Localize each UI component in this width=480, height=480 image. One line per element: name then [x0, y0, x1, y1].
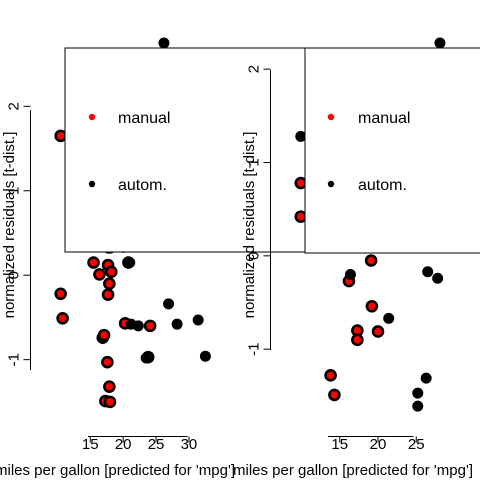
point-autom: [412, 387, 424, 399]
point-manual: [371, 325, 385, 338]
y-tick-label: 0: [246, 252, 263, 260]
legend-manual-label: manual: [118, 110, 170, 127]
x-tick-label: 30: [181, 436, 198, 453]
y-tick-label: 2: [246, 65, 263, 73]
legend-manual-marker: [88, 113, 96, 121]
point-autom: [344, 269, 356, 281]
legend-autom-label: autom.: [358, 177, 407, 194]
point-manual: [54, 129, 67, 143]
y-ticks-right: -1 0 1 2: [246, 65, 271, 356]
legend-right: manual autom.: [304, 47, 480, 254]
point-manual: [103, 380, 116, 393]
y-tick-label: 1: [6, 187, 23, 195]
point-autom: [422, 266, 434, 278]
x-tick-label: 25: [148, 436, 165, 453]
point-autom: [412, 400, 424, 412]
x-ticks-right: 15 20 25: [331, 436, 424, 453]
point-manual: [93, 268, 106, 281]
point-manual: [103, 277, 116, 290]
x-axis-label-right: miles per gallon [predicted for 'mpg']: [233, 462, 473, 479]
point-autom: [124, 257, 136, 269]
point-manual: [101, 288, 115, 301]
y-tick-label: -1: [6, 353, 23, 366]
point-manual: [103, 395, 117, 409]
y-axis-label-right: normalized residuals [t-dist.]: [241, 132, 258, 319]
point-manual: [324, 369, 337, 382]
point-manual: [105, 265, 118, 279]
x-tick-label: 25: [408, 436, 425, 453]
legend-manual-marker: [327, 113, 335, 121]
y-tick-label: 0: [6, 271, 23, 279]
point-autom: [432, 272, 444, 284]
point-autom: [295, 130, 307, 142]
x-tick-label: 20: [370, 436, 387, 453]
legend-manual-label: manual: [358, 110, 410, 127]
legend-autom-marker: [327, 180, 335, 188]
point-manual: [364, 254, 378, 267]
x-tick-label: 20: [115, 436, 132, 453]
points-right: [294, 37, 446, 412]
point-manual: [143, 319, 157, 333]
point-autom: [420, 372, 432, 384]
point-autom: [132, 320, 144, 332]
point-manual: [101, 355, 114, 369]
y-tick-label: -1: [246, 343, 263, 356]
point-autom: [158, 37, 170, 49]
point-autom: [434, 37, 446, 49]
point-manual: [97, 328, 111, 342]
point-manual: [294, 210, 308, 223]
point-autom: [192, 314, 204, 326]
y-tick-label: 2: [6, 102, 23, 110]
point-manual: [294, 176, 308, 190]
point-autom: [199, 350, 211, 362]
legend-box: [304, 47, 480, 254]
point-manual: [365, 299, 379, 313]
x-ticks-left: 15 20 25 30: [82, 436, 197, 453]
point-manual: [54, 287, 67, 301]
point-autom: [171, 318, 183, 330]
legend-autom-label: autom.: [118, 177, 167, 194]
point-manual: [328, 388, 341, 402]
point-autom: [140, 352, 152, 364]
point-manual: [56, 311, 69, 325]
panel-right: -1 0 1 2 15 20 25 manual autom. normalized re…: [233, 37, 480, 479]
legend-autom-marker: [88, 180, 96, 188]
point-manual: [351, 333, 364, 347]
x-tick-label: 15: [82, 436, 99, 453]
x-axis-label-left: miles per gallon [predicted for 'mpg']: [0, 462, 235, 479]
point-autom: [383, 312, 395, 324]
y-tick-label: 1: [246, 158, 263, 166]
x-tick-label: 15: [331, 436, 348, 453]
point-manual: [87, 256, 100, 269]
y-axis-label-left: normalized residuals [t-dist.]: [1, 132, 18, 319]
y-ticks-left: -1 0 1 2: [6, 102, 31, 366]
point-autom: [163, 298, 175, 310]
